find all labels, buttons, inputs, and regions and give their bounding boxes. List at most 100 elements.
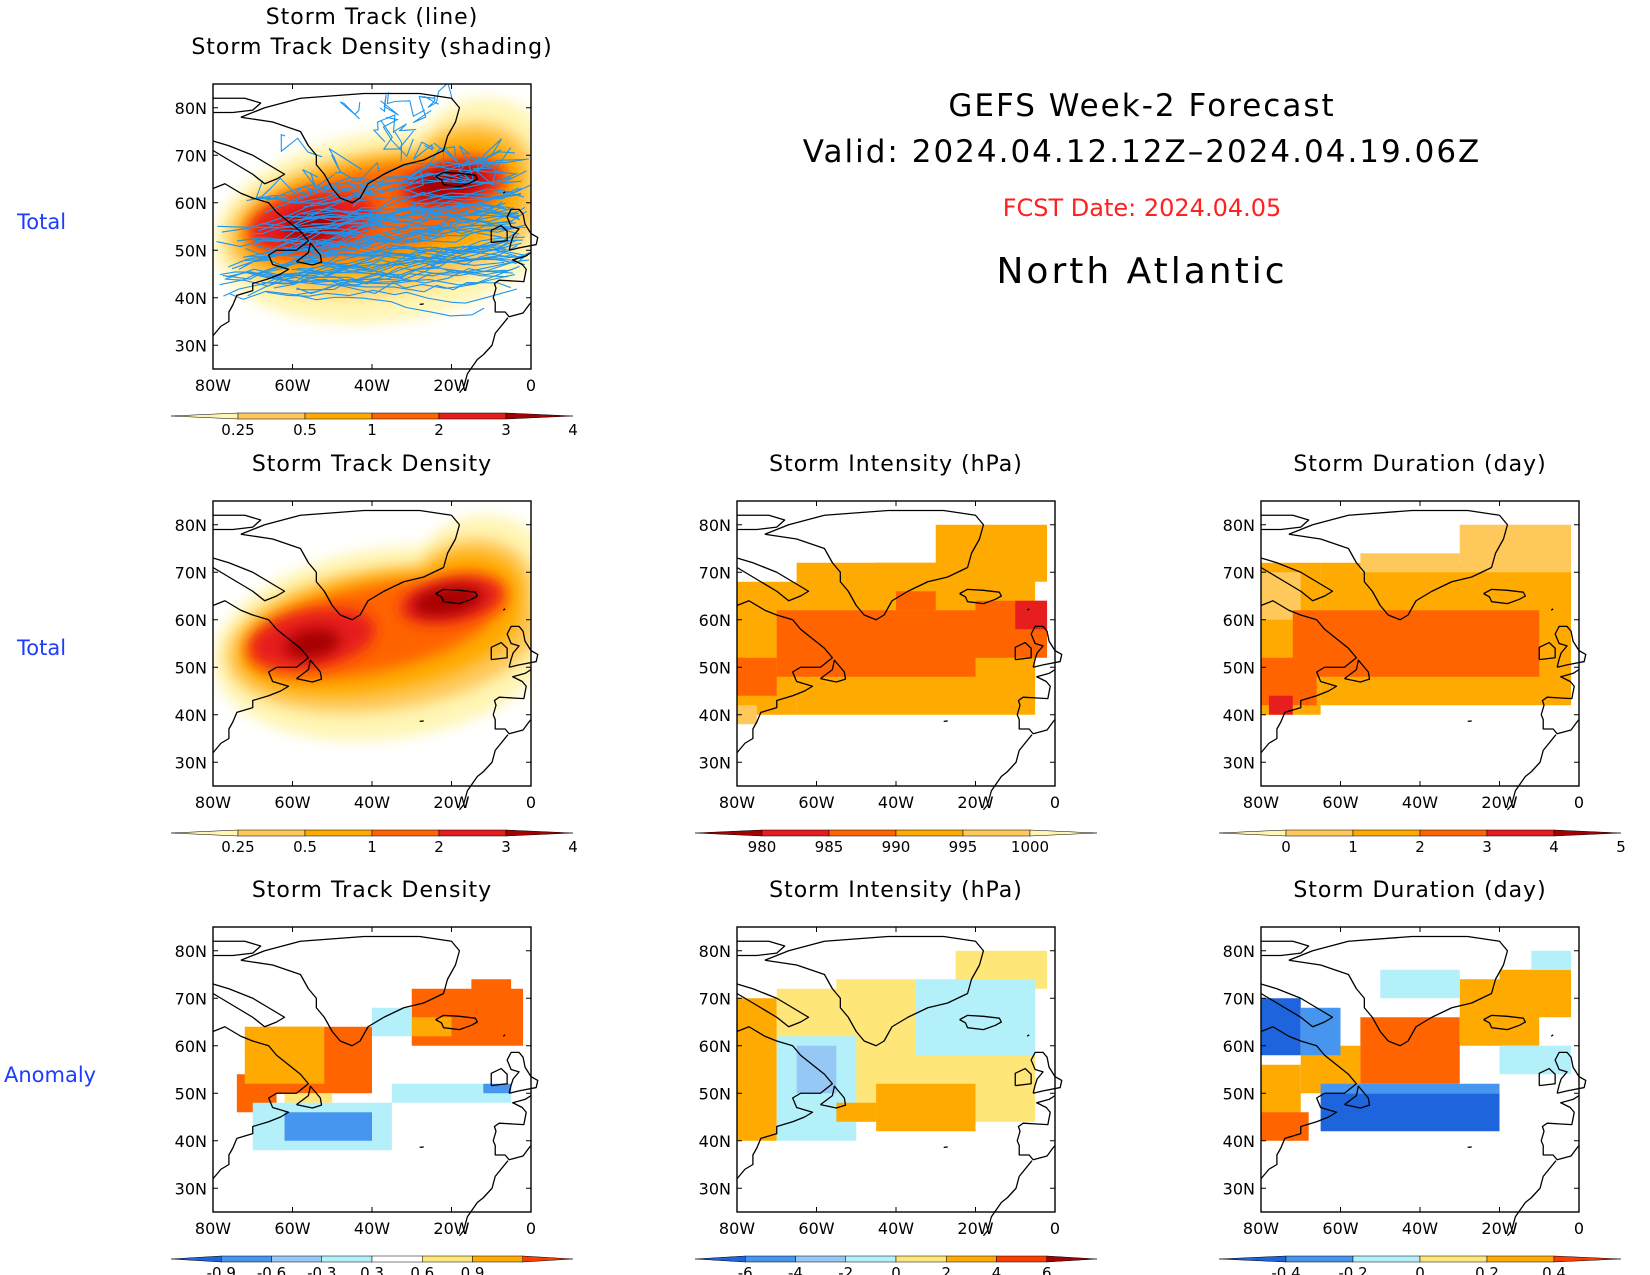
colorbar-label: 2 (1415, 838, 1425, 856)
panel-track-line: 80N 70N 60N 50N 40N 30N 80W 60W 40W 20W 0 Storm Tra… (170, 5, 578, 439)
north-america-coastline (212, 183, 310, 337)
lon-tick-label: 80W (719, 793, 755, 812)
newfoundland-coastline (820, 1085, 847, 1109)
shading-cell (1320, 1093, 1500, 1132)
africa-coastline (982, 1160, 1033, 1237)
colorbar-box (745, 1255, 796, 1263)
greenland-coastline (1288, 935, 1509, 1047)
lon-tick-label: 60W (1322, 1219, 1358, 1238)
lat-tick-label: 70N (175, 989, 207, 1008)
colorbar-label: 2 (434, 838, 444, 856)
baffin-coastline (736, 557, 810, 602)
colorbar-box (1352, 829, 1421, 837)
valid-period: Valid: 2024.04.12.12Z–2024.04.19.06Z (803, 134, 1482, 170)
colorbar-label: 2 (434, 421, 444, 439)
colorbar-label: 3 (1482, 838, 1492, 856)
colorbar-box (1285, 1255, 1354, 1263)
newfoundland-coastline (820, 659, 847, 683)
storm-track-line (303, 184, 531, 208)
storm-track-line (255, 249, 526, 266)
shading-cell (935, 524, 1048, 582)
iberia-coastline (1016, 1095, 1056, 1161)
colorbar-label: -0.3 (307, 1264, 336, 1275)
colorbar-box (472, 1255, 523, 1263)
ellesmere-coastline (737, 940, 786, 957)
lat-tick-label: 40N (1223, 1132, 1255, 1151)
forecast-date: FCST Date: 2024.04.05 (1003, 194, 1282, 222)
lat-tick-label: 80N (175, 516, 207, 535)
panel-intensity-total: 80N 70N 60N 50N 40N 30N 80W 60W 40W 20W 0 Storm Int… (694, 452, 1098, 856)
lon-tick-label: 20W (1481, 793, 1517, 812)
colorbar-box (1486, 1255, 1555, 1263)
colorbar: 980 985 990 995 1000 (694, 829, 1098, 856)
colorbar-label: 0.25 (221, 421, 254, 439)
colorbar-end (170, 412, 239, 420)
faroe-coastline (502, 1034, 506, 1037)
row-label-anomaly: Anomaly (4, 1063, 96, 1087)
colorbar-box (996, 1255, 1047, 1263)
lon-tick-label: 60W (274, 1219, 310, 1238)
ireland-coastline (490, 224, 508, 244)
colorbar-label: 1 (367, 421, 377, 439)
lon-tick-label: 0 (1050, 793, 1060, 812)
lon-tick-label: 20W (957, 1219, 993, 1238)
shading-cell (776, 610, 976, 677)
colorbar-label: 1 (1348, 838, 1358, 856)
greenland-coastline (764, 509, 985, 621)
africa-coastline (1506, 734, 1557, 811)
ireland-coastline (490, 641, 508, 661)
colorbar-box (422, 1255, 473, 1263)
africa-coastline (1506, 1160, 1557, 1237)
lat-tick-label: 80N (699, 942, 731, 961)
storm-track-line (300, 210, 518, 230)
newfoundland-coastline (296, 659, 323, 683)
storm-track-line (270, 251, 530, 285)
lat-tick-label: 30N (699, 753, 731, 772)
colorbar-label: 4 (568, 838, 578, 856)
lat-tick-label: 50N (1223, 658, 1255, 677)
shading-cell (737, 705, 757, 725)
lat-tick-label: 30N (699, 1179, 731, 1198)
lat-tick-label: 30N (175, 753, 207, 772)
storm-track-line (266, 288, 518, 304)
lat-tick-label: 40N (1223, 706, 1255, 725)
lat-tick-label: 80N (1223, 516, 1255, 535)
colorbar-label: -0.4 (1271, 1264, 1300, 1275)
shading-cell (836, 979, 916, 1008)
colorbar-box (895, 829, 964, 837)
lat-tick-label: 80N (1223, 942, 1255, 961)
ellesmere-coastline (213, 940, 262, 957)
storm-track-line (427, 84, 454, 109)
lon-tick-label: 80W (195, 793, 231, 812)
lon-tick-label: 60W (798, 793, 834, 812)
iberia-coastline (1540, 669, 1580, 735)
colorbar-box (304, 412, 373, 420)
britain-coastline (1554, 625, 1587, 668)
iceland-coastline (959, 588, 1002, 605)
colorbar-box (845, 1255, 897, 1263)
lon-tick-label: 80W (195, 376, 231, 395)
storm-track-line (282, 222, 516, 254)
lat-tick-label: 60N (699, 611, 731, 630)
lat-tick-label: 80N (175, 99, 207, 118)
shading-cell (284, 1112, 372, 1141)
faroe-coastline (1550, 608, 1554, 611)
colorbar-box (761, 829, 830, 837)
lat-tick-label: 40N (175, 706, 207, 725)
storm-track-line (296, 259, 530, 291)
lon-tick-label: 40W (878, 1219, 914, 1238)
ellesmere-coastline (1261, 514, 1310, 531)
storm-track-line (229, 290, 485, 317)
ellesmere-coastline (1261, 940, 1310, 957)
lon-tick-label: 80W (1243, 1219, 1279, 1238)
north-america-coastline (736, 1026, 834, 1180)
lat-tick-label: 30N (175, 1179, 207, 1198)
iberia-coastline (1016, 669, 1056, 735)
storm-track-line (311, 207, 520, 225)
colorbar-end (522, 1255, 574, 1263)
colorbar-label: 4 (1549, 838, 1559, 856)
gridded-shading (1261, 950, 1572, 1141)
ireland-coastline (1014, 641, 1032, 661)
storm-track-line (427, 146, 458, 167)
colorbar-box (371, 1255, 423, 1263)
